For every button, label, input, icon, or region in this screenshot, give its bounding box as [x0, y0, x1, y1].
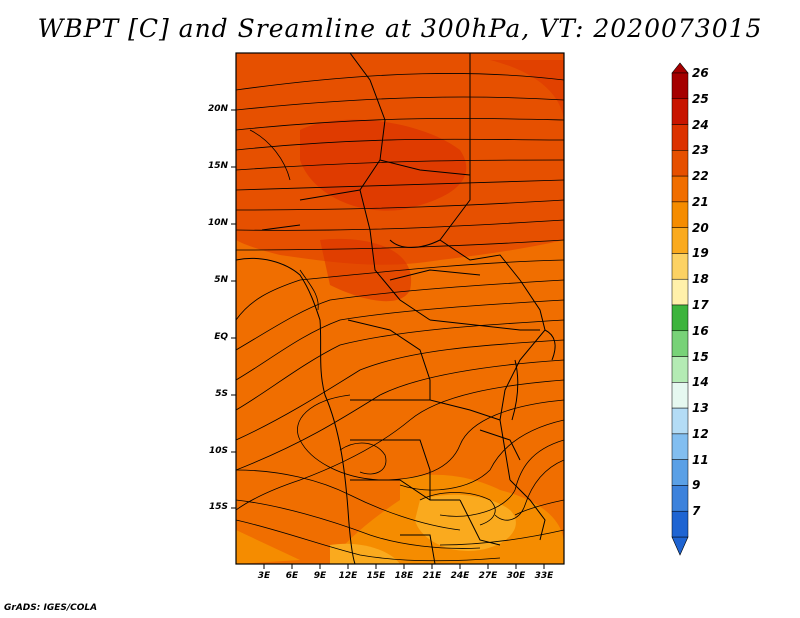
wbpt-field [236, 53, 564, 564]
colorbar-label: 20 [692, 220, 709, 235]
lat-label-10n: 10N [207, 218, 228, 228]
colorbar-cell [671, 72, 689, 100]
colorbar-label: 25 [692, 91, 709, 106]
lat-label-10s: 10S [208, 446, 228, 456]
colorbar-label: 9 [692, 478, 701, 493]
lon-label-27e: 27E [478, 571, 498, 581]
colorbar-cell [671, 433, 689, 460]
lon-label-30e: 30E [506, 571, 526, 581]
colorbar-label: 11 [692, 452, 709, 467]
lon-label-12e: 12E [338, 571, 358, 581]
lat-label-15n: 15N [207, 161, 228, 171]
lon-label-9e: 9E [313, 571, 327, 581]
lat-label-5n: 5N [214, 275, 228, 285]
colorbar-label: 21 [692, 194, 709, 209]
map-frame [235, 52, 565, 565]
lon-label-15e: 15E [366, 571, 386, 581]
colorbar-cell [671, 98, 689, 125]
colorbar-cell [671, 510, 689, 538]
lon-label-24e: 24E [450, 571, 470, 581]
streamlines [236, 73, 564, 562]
colorbar-cell [671, 330, 689, 357]
colorbar-label: 23 [692, 143, 709, 158]
colorbar-label: 16 [692, 323, 709, 338]
colorbar-label: 14 [692, 375, 709, 390]
colorbar-cell [671, 150, 689, 177]
colorbar-label: 24 [692, 117, 709, 132]
colorbar-label: 18 [692, 272, 709, 287]
lon-label-3e: 3E [257, 571, 271, 581]
lon-label-6e: 6E [285, 571, 299, 581]
colorbar-cell [671, 124, 689, 151]
colorbar-label: 15 [692, 349, 709, 364]
colorbar-label: 17 [692, 298, 709, 312]
colorbar-label: 13 [692, 401, 709, 416]
colorbar-cell [671, 201, 689, 228]
grads-credit: GrADS: IGES/COLA [4, 603, 98, 613]
colorbar-label: 19 [692, 246, 709, 261]
lon-ticks [263, 564, 545, 569]
map-title: WBPT [C] and Sreamline at 300hPa, VT: 20… [37, 14, 763, 43]
colorbar-label: 26 [692, 66, 709, 80]
colorbar-label: 7 [692, 504, 701, 519]
colorbar-cell [671, 407, 689, 435]
colorbar-cell [671, 356, 689, 383]
lat-ticks [231, 109, 236, 509]
colorbar-label: 22 [692, 169, 709, 184]
lat-label-5s: 5S [215, 389, 228, 399]
colorbar-cell [671, 278, 689, 306]
colorbar-label: 12 [692, 426, 709, 441]
colorbar-cell [671, 485, 689, 512]
colorbar-bottom-triangle [671, 536, 689, 556]
colorbar-top-triangle [671, 62, 689, 74]
colorbar-cell [671, 227, 689, 254]
colorbar-cell [671, 382, 689, 409]
country-borders [236, 53, 556, 564]
colorbar [671, 62, 689, 556]
lat-label-15s: 15S [208, 502, 228, 512]
colorbar-cell [671, 304, 689, 332]
lon-label-21e: 21E [422, 571, 442, 581]
colorbar-cell [671, 253, 689, 280]
lon-label-18e: 18E [394, 571, 414, 581]
lat-label-eq: EQ [214, 332, 228, 342]
colorbar-cell [671, 459, 689, 486]
lat-label-20n: 20N [207, 104, 228, 114]
lon-label-33e: 33E [534, 571, 554, 581]
colorbar-cell [671, 175, 689, 203]
